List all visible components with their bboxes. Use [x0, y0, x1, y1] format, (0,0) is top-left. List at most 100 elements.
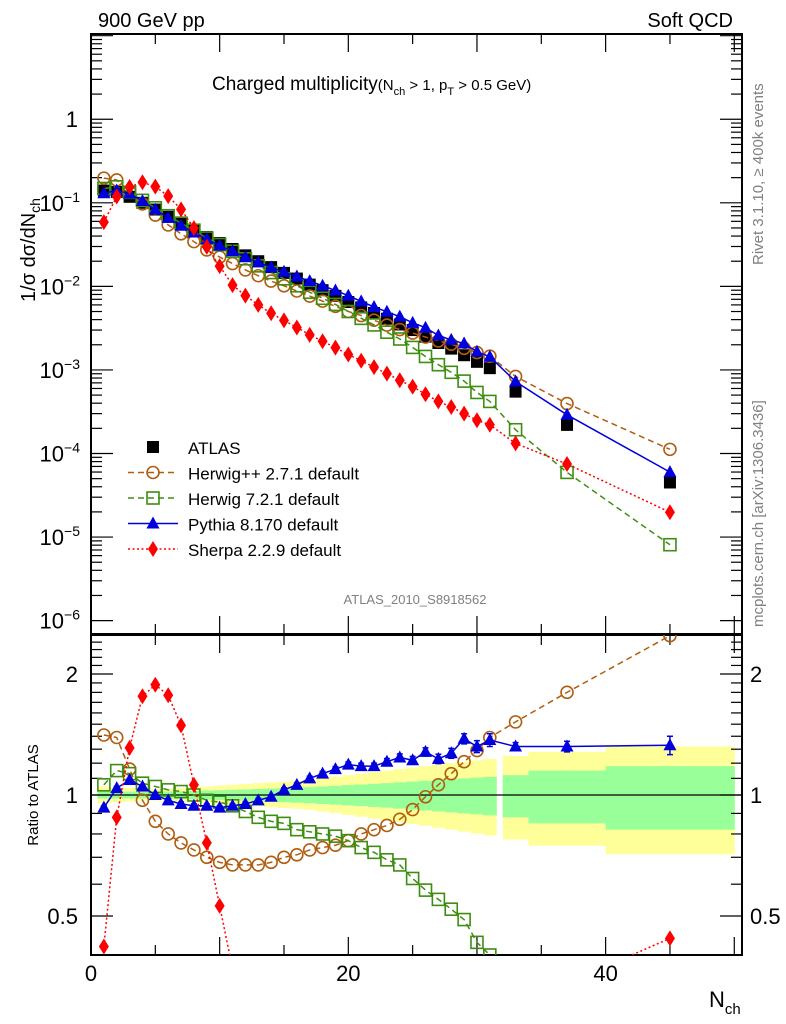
sherpa-ratio-point — [176, 717, 187, 734]
y-tick-exponent: −3 — [64, 356, 80, 372]
sherpa-main-point — [253, 296, 264, 313]
pythia-ratio-point — [470, 739, 484, 752]
herwig-ratio-point — [251, 810, 266, 825]
herwigpp-ratio-point — [431, 778, 446, 792]
herwigpp-ratio-point — [109, 730, 124, 745]
legend-marker — [146, 491, 160, 505]
pythia-main-point — [238, 250, 252, 263]
herwigpp-ratio-point — [508, 715, 523, 729]
pythia-main-point — [406, 315, 420, 328]
herwig-ratio-point — [483, 948, 497, 955]
herwigpp-ratio-point — [290, 848, 304, 862]
pythia-main-point — [251, 255, 265, 268]
ratio-y-tick-label-right: 0.5 — [750, 904, 781, 929]
ratio-y-tick-label: 2 — [66, 662, 78, 687]
herwigpp-ratio-point — [315, 840, 330, 855]
herwigpp-ratio-point — [277, 850, 291, 865]
pythia-ratio-point — [457, 731, 471, 744]
sherpa-main-line — [103, 181, 671, 513]
atlas-data-point — [561, 418, 574, 431]
pythia-ratio-point — [290, 777, 304, 790]
atlas-data-point — [483, 362, 496, 375]
sherpa-main-point — [124, 178, 135, 195]
legend-entry: Sherpa 2.2.9 default — [128, 541, 341, 560]
sherpa-main-point — [369, 359, 380, 376]
stat-uncertainty-band — [457, 778, 472, 814]
main-y-axis-label: 1/σ dσ/dNch — [18, 198, 43, 302]
herwigpp-ratio-point — [405, 802, 420, 817]
herwigpp-ratio-point — [187, 843, 201, 857]
legend-label: Herwig 7.2.1 default — [188, 490, 339, 509]
herwig-ratio-point — [315, 827, 330, 841]
sherpa-ratio-point — [228, 961, 238, 977]
sherpa-ratio-point — [562, 975, 572, 991]
herwigpp-ratio-point — [135, 793, 150, 808]
pythia-main-point — [264, 260, 278, 273]
ratio-series-layer — [97, 635, 677, 1024]
pythia-ratio-point — [303, 771, 317, 784]
herwigpp-main-point — [392, 322, 407, 337]
herwig-main-point — [302, 285, 317, 300]
legend: ATLAS Herwig++ 2.7.1 default Herwig 7.2.1 … — [128, 439, 359, 560]
chart-title: Charged multiplicity(Nch > 1, pT > 0.5 G… — [212, 74, 531, 98]
legend-entry: ATLAS — [147, 439, 241, 458]
legend-label: Sherpa 2.2.9 default — [188, 541, 341, 560]
xlabel-main: N — [709, 987, 725, 1012]
pythia-main-point — [380, 304, 394, 317]
sherpa-ratio-point — [279, 1016, 289, 1024]
title-nch-cut: > 1, p — [405, 77, 447, 94]
y-tick-exponent: −6 — [64, 607, 80, 623]
pythia-main-point — [290, 269, 304, 282]
herwig-main-point — [380, 325, 394, 339]
sherpa-main-point — [471, 412, 482, 429]
herwig-ratio-point — [444, 902, 459, 916]
pythia-ratio-point — [148, 788, 162, 800]
sherpa-main-point — [278, 312, 289, 329]
herwigpp-ratio-point — [457, 754, 471, 769]
main-ylabel-main: 1/σ dσ/dN — [18, 213, 40, 302]
herwig-ratio-point — [457, 912, 471, 927]
herwigpp-ratio-point — [354, 827, 368, 841]
herwig-ratio-point — [328, 829, 343, 843]
sherpa-ratio-point — [266, 1009, 276, 1024]
main-plot-area — [97, 171, 677, 552]
herwig-ratio-point — [367, 845, 381, 860]
main-y-tick-label: 10−3 — [40, 356, 81, 383]
sherpa-main-point — [163, 188, 174, 205]
sherpa-main-point — [291, 319, 302, 336]
sherpa-main-point — [446, 399, 457, 416]
header-left: 900 GeV pp — [98, 10, 205, 32]
herwigpp-main-point — [264, 274, 278, 288]
herwigpp-ratio-point — [663, 635, 677, 643]
sherpa-main-point — [420, 386, 431, 403]
pythia-main-point — [354, 294, 368, 307]
sherpa-main-point — [266, 305, 277, 322]
pythia-ratio-point — [187, 798, 201, 811]
y-tick-base: 10 — [40, 358, 64, 383]
legend-label: ATLAS — [188, 439, 241, 458]
herwig-main-point — [418, 349, 433, 364]
pythia-main-line — [103, 189, 671, 473]
stat-uncertainty-band — [419, 780, 433, 811]
pythia-main-point — [328, 283, 342, 296]
pythia-main-point — [161, 210, 175, 223]
herwig-main-point — [431, 357, 446, 372]
herwigpp-main-point — [251, 268, 266, 283]
ratio-plot-area — [97, 635, 677, 1024]
pythia-ratio-point — [406, 753, 420, 766]
herwig-ratio-point — [354, 840, 368, 855]
y-tick-base: 10 — [40, 441, 64, 466]
pythia-main-point — [135, 194, 149, 207]
pythia-ratio-point — [380, 754, 394, 767]
herwigpp-ratio-point — [560, 685, 574, 700]
sherpa-ratio-point — [240, 981, 250, 997]
herwigpp-ratio-point — [444, 766, 459, 781]
y-tick-base: 10 — [40, 191, 64, 216]
pythia-ratio-point — [226, 798, 240, 811]
ratio-y-tick-label-right: 2 — [750, 662, 762, 687]
pythia-ratio-point — [444, 746, 458, 759]
herwig-ratio-point — [470, 935, 484, 950]
pythia-ratio-point — [251, 793, 265, 806]
sherpa-main-point — [330, 339, 341, 356]
